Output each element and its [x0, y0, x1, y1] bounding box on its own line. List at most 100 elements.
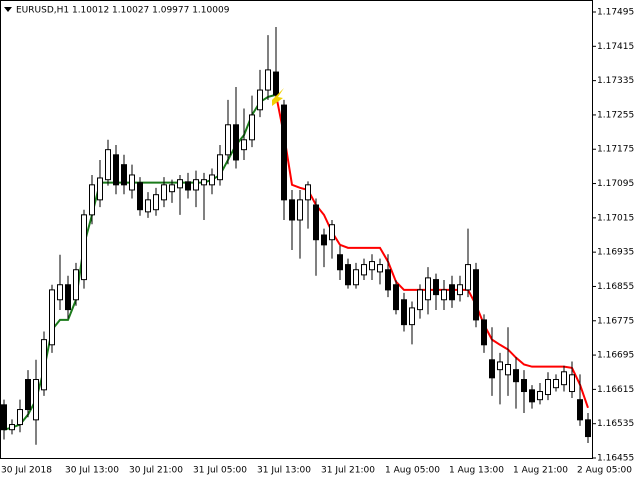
candle-body: [89, 184, 95, 216]
candle-body: [585, 419, 591, 438]
candle-body: [97, 177, 103, 201]
candle-body: [121, 164, 127, 186]
candle-body: [177, 179, 183, 189]
candle-body: [297, 199, 303, 221]
y-tick-label: 1.17335: [597, 76, 634, 86]
candle-body: [369, 261, 375, 271]
trail-line: [275, 94, 589, 409]
candle-body: [521, 379, 527, 393]
candle-body: [433, 279, 439, 296]
plot-frame: [0, 0, 593, 459]
candle-body: [193, 179, 199, 191]
signal-arrow: [272, 88, 284, 106]
y-tick-label: 1.16775: [597, 316, 634, 326]
candle-body: [505, 364, 511, 376]
y-tick-label: 1.16615: [597, 385, 634, 395]
candle-body: [9, 424, 15, 431]
candle-body: [321, 234, 327, 246]
menu-triangle[interactable]: [4, 7, 12, 12]
candle-body: [401, 299, 407, 326]
candle-body: [457, 284, 463, 296]
candle-body: [473, 269, 479, 321]
candle-body: [377, 264, 383, 273]
candle-body: [57, 284, 63, 301]
candle-body: [41, 339, 47, 391]
candle-body: [329, 224, 335, 241]
y-tick-label: 1.17175: [597, 145, 634, 155]
x-tick-label: 30 Jul 13:00: [65, 466, 119, 476]
candle-body: [81, 214, 87, 281]
y-tick-label: 1.16695: [597, 351, 634, 361]
candle-body: [441, 289, 447, 301]
candle-body: [25, 379, 31, 411]
candle-body: [201, 179, 207, 186]
y-tick-label: 1.17255: [597, 110, 634, 120]
y-tick-label: 1.17495: [597, 8, 634, 18]
candle-body: [1, 404, 7, 431]
candle-body: [489, 359, 495, 379]
candle-body: [145, 199, 151, 213]
x-tick-label: 31 Jul 13:00: [257, 466, 311, 476]
y-tick-label: 1.16935: [597, 248, 634, 258]
x-tick-label: 30 Jul 2018: [1, 466, 52, 476]
candle-body: [225, 124, 231, 156]
candle-body: [417, 289, 423, 311]
candle-body: [217, 154, 223, 181]
candle-body: [113, 154, 119, 186]
x-tick-label: 1 Aug 21:00: [513, 466, 568, 476]
candle-body: [241, 139, 247, 151]
candle-body: [313, 204, 319, 241]
candle-body: [281, 104, 287, 201]
candle-body: [529, 389, 535, 403]
candle-body: [409, 307, 415, 326]
x-tick-label: 1 Aug 05:00: [385, 466, 440, 476]
candle-body: [481, 319, 487, 346]
y-tick-label: 1.16455: [597, 454, 634, 464]
candle-body: [553, 379, 559, 389]
x-tick-label: 30 Jul 21:00: [129, 466, 183, 476]
candle-body: [537, 391, 543, 401]
candle-body: [65, 284, 71, 311]
y-tick-label: 1.17015: [597, 213, 634, 223]
plot-area: [1, 27, 591, 445]
candle-body: [361, 264, 367, 276]
candle-body: [273, 71, 279, 96]
candle-body: [153, 194, 159, 211]
candle-body: [289, 199, 295, 221]
x-tick-label: 31 Jul 05:00: [193, 466, 247, 476]
candle-body: [577, 399, 583, 421]
candle-body: [561, 371, 567, 386]
candle-body: [161, 184, 167, 201]
candle-body: [569, 374, 575, 393]
candle-body: [73, 269, 79, 301]
candle-body: [393, 284, 399, 311]
candle-body: [497, 361, 503, 371]
candle-body: [257, 89, 263, 111]
x-tick-label: 2 Aug 05:00: [577, 466, 632, 476]
candle-body: [169, 184, 175, 193]
candle-body: [33, 379, 39, 421]
x-tick-label: 31 Jul 21:00: [321, 466, 375, 476]
candle-body: [345, 264, 351, 286]
y-tick-label: 1.16535: [597, 419, 634, 429]
x-tick-label: 1 Aug 13:00: [449, 466, 504, 476]
candle-body: [185, 181, 191, 191]
candle-body: [49, 289, 55, 346]
candle-body: [545, 379, 551, 396]
chart-title: EURUSD,H1 1.10012 1.10027 1.09977 1.1000…: [16, 6, 230, 16]
candle-body: [137, 182, 143, 211]
y-tick-label: 1.17095: [597, 179, 634, 189]
candle-body: [337, 254, 343, 271]
y-tick-label: 1.16855: [597, 282, 634, 292]
candle-body: [465, 264, 471, 291]
candle-body: [233, 124, 239, 161]
candle-body: [513, 369, 519, 383]
candle-body: [449, 284, 455, 301]
candle-body: [425, 277, 431, 301]
candle-body: [265, 69, 271, 91]
candle-body: [305, 184, 311, 201]
candle-body: [129, 174, 135, 191]
candle-body: [385, 269, 391, 291]
